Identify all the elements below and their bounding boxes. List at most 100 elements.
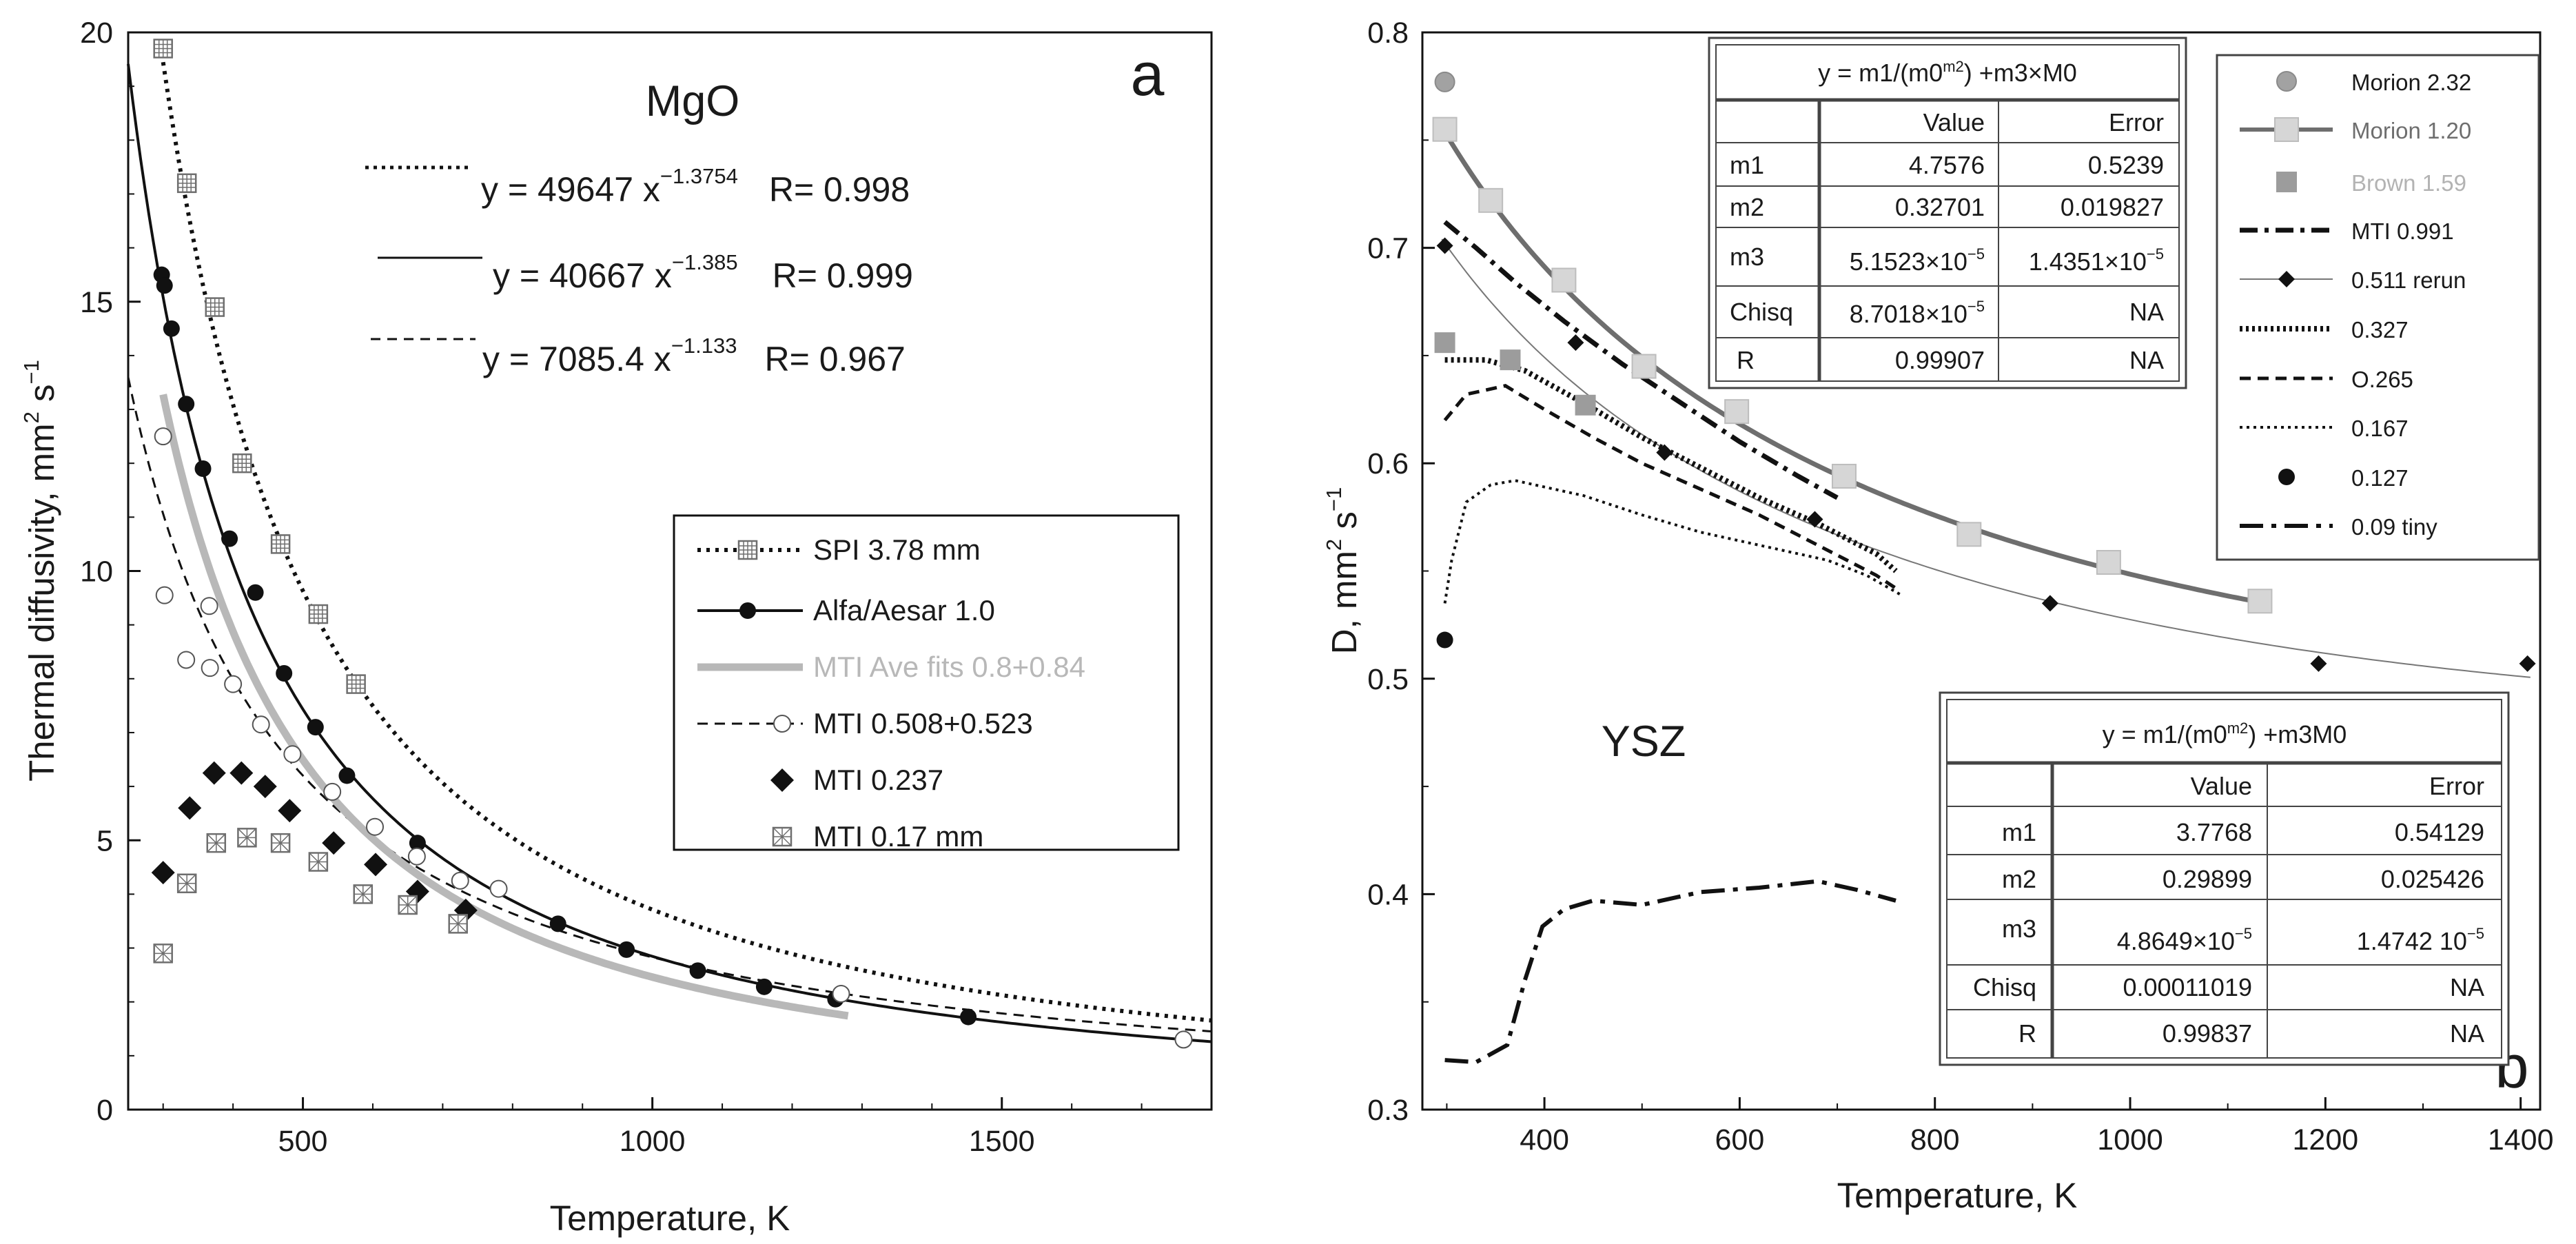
point-a-s0-5-grid [309,605,327,624]
equation-1-r: R= 0.998 [769,170,910,209]
x-tick-label-a-2: 1500 [969,1125,1035,1158]
table-2-m2-value: 0.29899 [2163,865,2252,893]
point-a-s5-0-cross [154,944,173,963]
point-a-s3-5 [224,675,243,693]
point-b-s4-6 [2519,655,2536,672]
point-a-s3-2 [177,651,196,669]
point-a-s0-1 [176,173,197,194]
y-tick-label-a-0: 0 [96,1094,113,1127]
table-1-chisq-value: 8.7018×10−5 [1850,298,1985,328]
table-2-chisq-value: 0.00011019 [2123,973,2252,1001]
chart-title-mgo: MgO [646,77,740,125]
legend-label-009-tiny: 0.09 tiny [2351,514,2437,540]
equation-1-text: y = 49647 x [481,170,660,209]
point-b-s1-3 [1631,354,1657,379]
legend-sample-mti-508-marker [773,715,791,733]
point-a-s1-11 [549,915,566,932]
equation-3-exponent: −1.133 [671,334,737,358]
point-a-s4-6 [322,831,346,855]
point-a-s5-8 [448,914,468,934]
point-a-s3-13 [832,984,850,1003]
table-2-chisq-label: Chisq [1973,973,2036,1001]
legend-label-morion-120: Morion 1.20 [2351,118,2471,143]
point-a-s1-14 [755,978,773,995]
x-tick-label-a-0: 500 [278,1125,328,1158]
point-a-s1-8 [307,719,324,736]
point-a-s5-4 [270,833,291,853]
legend-sample-morion-120-marker [2274,117,2299,142]
point-a-s5-6 [353,884,374,904]
point-a-s5-3 [237,828,257,848]
point-a-s1-12 [618,941,635,958]
legend-label-mti-508: MTI 0.508+0.523 [813,707,1033,740]
y-tick-label-b-1: 0.4 [1367,878,1409,911]
equation-2-text: y = 40667 x [493,256,672,295]
point-a-s5-5-cross [309,852,328,872]
legend-label-brown-159: Brown 1.59 [2351,170,2466,196]
table-1-equation: y = m1/(m0m2) +m3×M0 [1818,58,2077,87]
table-1-header-error: Error [2109,108,2164,136]
x-tick-label-b-3: 1000 [2097,1123,2163,1156]
point-a-s1-3 [178,396,195,413]
equation-3-text: y = 7085.4 x [482,340,671,378]
table-1-m3-value: 5.1523×10−5 [1850,245,1985,276]
point-a-s5-5 [308,852,329,872]
point-a-s0-3 [232,453,252,473]
point-a-s3-8 [323,782,342,801]
legend-sample-mti-017-marker-cross [773,827,792,846]
legend-label-mti-0991: MTI 0.991 [2351,218,2454,244]
table-1-r-label: R [1737,346,1755,374]
legend-label-morion-232: Morion 2.32 [2351,70,2471,95]
legend-sample-mti-237-marker [770,768,794,792]
table-1-m2-value: 0.32701 [1895,193,1985,221]
point-a-s0-6-grid [347,675,365,693]
point-a-s1-5 [221,530,238,547]
fit-table-0511: y = m1/(m0m2) +m3M0 Value Error m1 3.776… [1939,691,2510,1066]
table-2-m3-error: 1.4742 10−5 [2357,925,2484,955]
table-2-m2-label: m2 [2002,865,2036,893]
point-a-s3-0 [154,427,172,446]
point-b-s1-4 [1724,399,1750,425]
legend-label-alfa: Alfa/Aesar 1.0 [813,594,995,626]
equation-2-r: R= 0.999 [773,256,913,295]
y-tick-label-a-4: 20 [80,17,113,50]
point-b-s1-1 [1478,187,1504,213]
equation-2-exponent: −1.385 [672,250,738,274]
table-1-m3-error: 1.4351×10−5 [2029,245,2164,276]
point-a-s5-8-cross [449,914,468,933]
point-b-s4-3 [1806,511,1823,528]
equation-3-r: R= 0.967 [765,340,906,378]
table-2-header-value: Value [2191,772,2252,800]
fit-mti [127,376,1212,1032]
point-b-s2-1 [1500,349,1521,371]
point-b-s4-2 [1656,444,1673,461]
point-a-s5-3-cross [237,828,256,847]
legend-label-mti-ave: MTI Ave fits 0.8+0.84 [813,651,1085,683]
point-a-s4-2 [202,761,226,785]
table-2-r-label: R [2018,1019,2036,1048]
legend-label-mti-017: MTI 0.17 mm [813,820,983,853]
point-a-s5-0 [153,944,173,963]
fit-table-morion: y = m1/(m0m2) +m3×M0 Value Error m1 4.75… [1708,37,2187,389]
fit-0511 [1441,238,2531,678]
table-2-m3-label: m3 [2002,915,2036,943]
series-line-b-7 [1443,479,1902,604]
point-a-s1-10 [409,835,426,852]
table-2-m2-error: 0.025426 [2381,865,2484,893]
y-tick-label-b-3: 0.6 [1367,447,1409,480]
point-a-s1-6 [247,584,264,601]
point-a-s3-6 [252,715,270,734]
point-a-s3-12 [489,879,508,898]
table-2-chisq-error: NA [2450,973,2484,1001]
table-1-m2-error: 0.019827 [2061,193,2164,221]
chart-title-ysz: YSZ [1602,717,1686,766]
x-tick-label-b-4: 1200 [2293,1123,2359,1156]
series-line-b-6 [1443,384,1897,590]
series-line-b-3 [1443,220,1839,500]
point-a-s3-11 [451,871,469,890]
legend-label-mti-237: MTI 0.237 [813,764,943,796]
point-a-s0-4 [270,534,291,554]
